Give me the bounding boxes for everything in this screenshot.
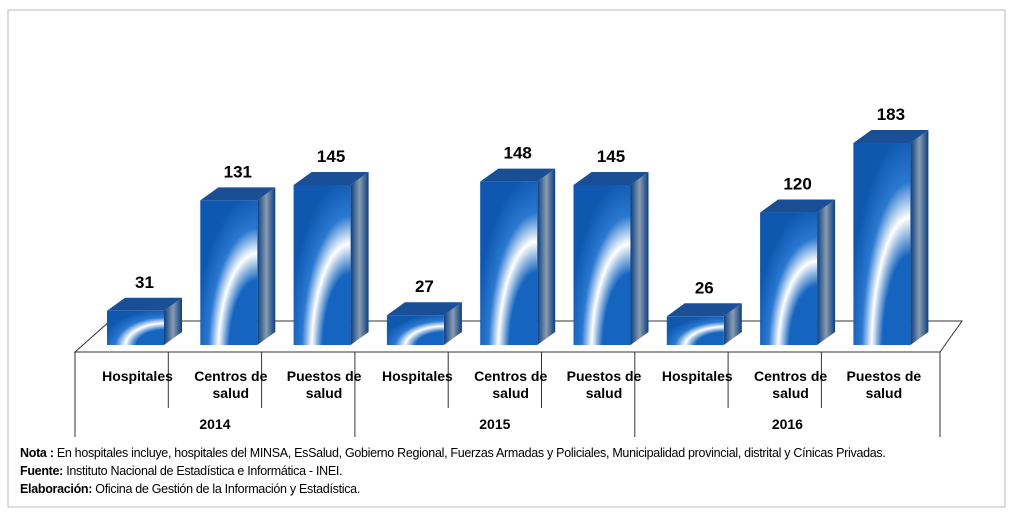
value-label: 145 (317, 147, 345, 166)
bar-side (350, 171, 369, 345)
value-label: 183 (877, 105, 905, 124)
note-text: En hospitales incluye, hospitales del MI… (56, 446, 886, 460)
bar (107, 310, 164, 345)
bar (480, 181, 538, 345)
bar-top (200, 187, 276, 201)
value-label: 120 (783, 175, 811, 194)
note-text: Oficina de Gestión de la Información y E… (95, 482, 360, 496)
value-label: 145 (597, 147, 625, 166)
value-label: 26 (695, 278, 714, 297)
bar-side (537, 168, 556, 345)
bar-top (107, 297, 182, 311)
bar-side (817, 199, 836, 345)
bar-side (723, 303, 742, 345)
note-label: Nota : (20, 446, 54, 460)
group-label: 2014 (199, 416, 231, 432)
x-tick-label: Hospitales (102, 368, 173, 384)
note-label: Elaboración: (20, 482, 93, 496)
bar (853, 143, 911, 345)
note-text: Instituto Nacional de Estadística e Info… (66, 464, 343, 478)
group-label: 2015 (479, 416, 511, 432)
x-tick-label: Hospitales (661, 368, 733, 384)
note: Elaboración: Oficina de Gestión de la In… (20, 482, 360, 496)
x-tick-label: Centros de salud (754, 368, 828, 401)
x-tick-label: Centros de salud (474, 368, 548, 401)
value-label: 31 (135, 273, 154, 292)
note: Nota : En hospitales incluye, hospitales… (20, 446, 886, 460)
x-tick-label: Puestos de salud (846, 368, 922, 401)
x-tick-label: Centros de salud (194, 368, 268, 401)
bar (760, 212, 818, 345)
x-tick-label: Puestos de salud (286, 368, 362, 401)
bar-top (386, 302, 462, 316)
note: Fuente: Instituto Nacional de Estadístic… (20, 464, 343, 478)
bar (200, 200, 258, 345)
bar-side (164, 297, 182, 345)
bar-side (257, 187, 276, 345)
bar-side (910, 130, 929, 345)
bar-top (480, 168, 556, 182)
bar-side (443, 302, 462, 345)
bar (573, 184, 631, 345)
bar-top (293, 171, 369, 185)
value-label: 131 (224, 162, 252, 181)
bar-top (853, 130, 929, 143)
bar (666, 316, 724, 345)
frame (7, 9, 1006, 508)
value-label: 27 (415, 277, 434, 296)
bar-top (573, 171, 649, 185)
value-label: 148 (504, 144, 532, 163)
bar (386, 315, 444, 345)
x-tick-label: Hospitales (381, 368, 453, 384)
bar-top (760, 199, 836, 213)
bar (293, 184, 351, 345)
group-label: 2016 (771, 416, 803, 432)
bar-side (630, 171, 649, 345)
note-label: Fuente: (20, 464, 64, 478)
bar-top (666, 303, 742, 317)
x-tick-label: Puestos de salud (566, 368, 642, 401)
